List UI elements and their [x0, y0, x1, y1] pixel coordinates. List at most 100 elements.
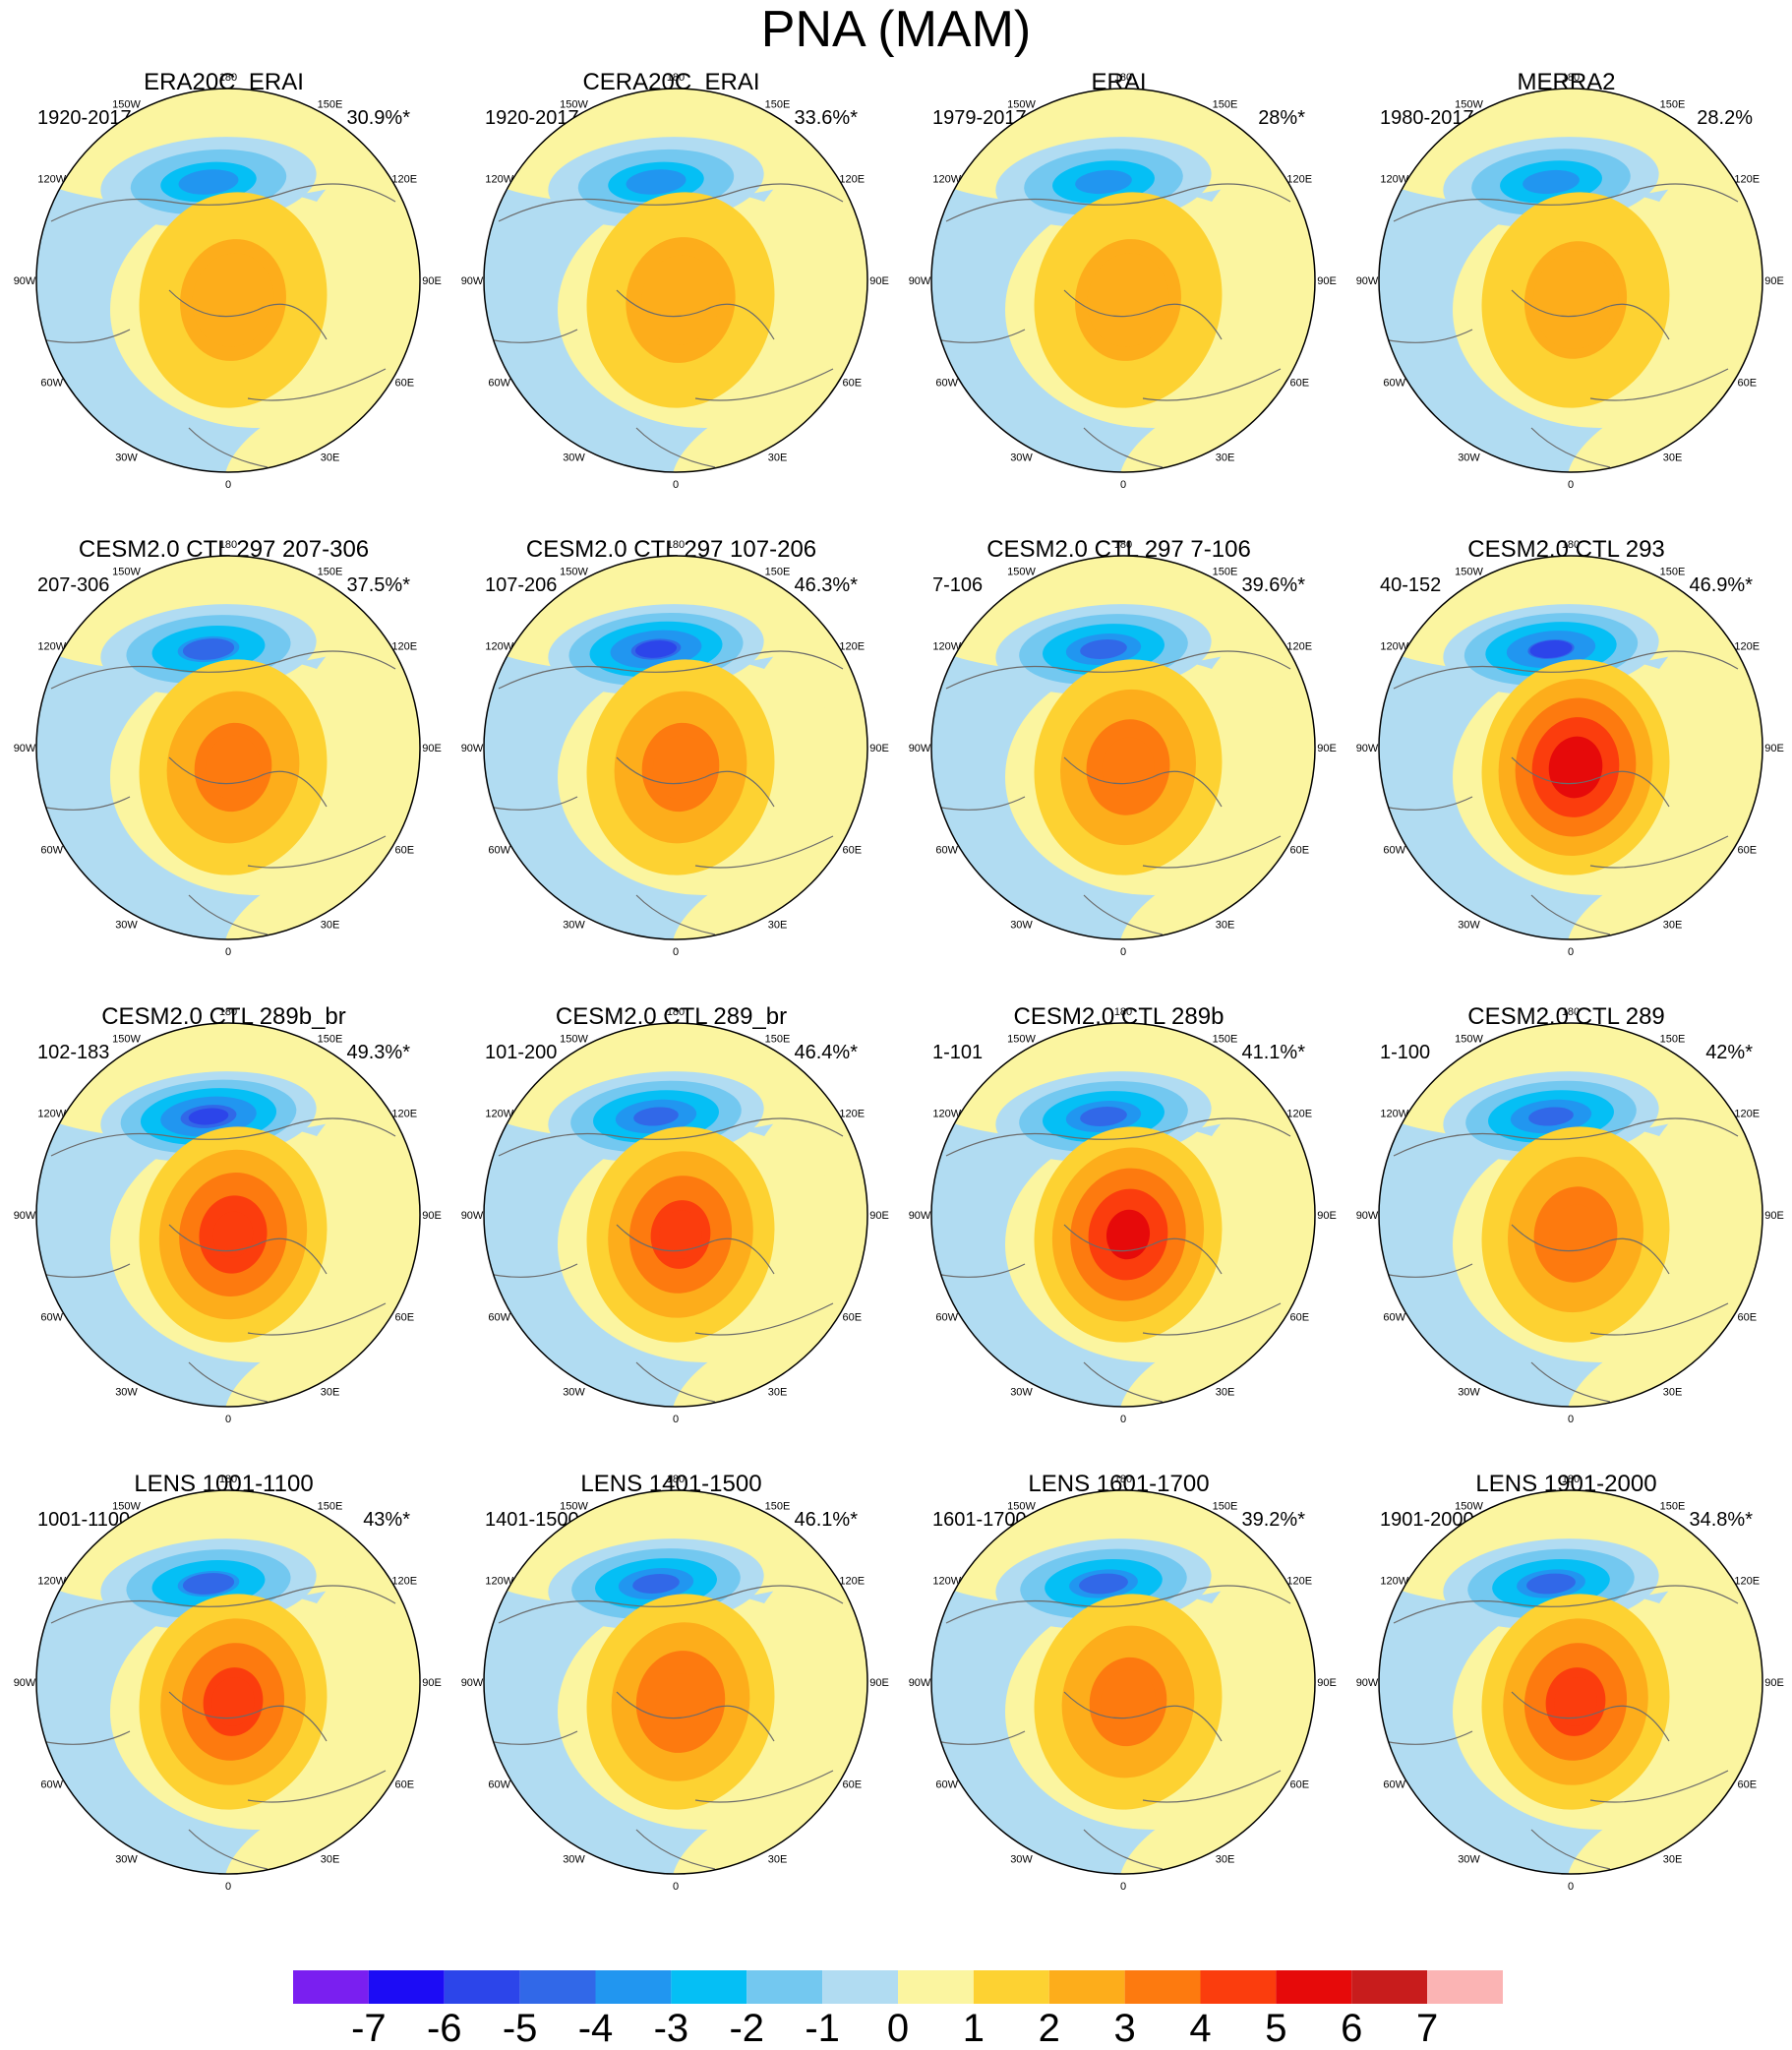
map-border — [930, 555, 1316, 940]
polar-map: 180 150E 120E 90E 60E 30E 0 30W 60W 90W 120W 150W — [461, 539, 889, 958]
longitude-label: 90W — [1356, 1210, 1379, 1222]
longitude-label: 30E — [1663, 452, 1683, 463]
colorbar-tick-label: 6 — [1341, 2007, 1363, 2050]
panel-period: 1001-1100 — [37, 1509, 131, 1531]
colorbar-swatch — [822, 1970, 898, 2004]
polar-map: 180 150E 120E 90E 60E 30E 0 30W 60W 90W 120W 150W — [461, 1474, 889, 1893]
panel-variance-percent: 46.1%* — [794, 1509, 859, 1531]
longitude-label: 90W — [461, 1210, 484, 1222]
negative-anomaly-contour — [634, 640, 678, 658]
colorbar-swatch — [973, 1970, 1049, 2004]
colorbar-tick-label: -6 — [426, 2007, 462, 2050]
positive-anomaly-contour — [1549, 1204, 1602, 1265]
longitude-label: 150E — [1213, 567, 1238, 578]
longitude-label: 120E — [839, 1576, 865, 1588]
longitude-label: 150E — [318, 1034, 343, 1046]
panel-variance-percent: 46.9%* — [1689, 574, 1754, 596]
longitude-label: 30E — [321, 1853, 340, 1865]
longitude-label: 0 — [673, 1414, 679, 1425]
longitude-label: 30E — [1216, 452, 1235, 463]
longitude-label: 60E — [394, 1312, 414, 1324]
longitude-label: 180 — [667, 1474, 685, 1485]
longitude-label: 120W — [1380, 1109, 1408, 1120]
map-panel: CESM2.0 CTL 297 207-306 207-306 37.5%* 180 1… — [0, 536, 448, 998]
colorbar-swatch — [444, 1970, 520, 2004]
polar-map: 180 150E 120E 90E 60E 30E 0 30W 60W 90W 120W 150W — [909, 1006, 1337, 1425]
map-panel: CERA20C_ERAI 1920-2017 33.6%* 180 150E 120E 90… — [448, 69, 895, 531]
longitude-label: 150W — [560, 1501, 588, 1513]
longitude-label: 150E — [1660, 567, 1686, 578]
polar-map: 180 150E 120E 90E 60E 30E 0 30W 60W 90W 120W 150W — [909, 72, 1337, 491]
positive-anomaly-contour — [1102, 737, 1155, 798]
longitude-label: 90W — [1356, 743, 1379, 754]
longitude-label: 60E — [1289, 378, 1309, 390]
panel-variance-percent: 37.5%* — [346, 574, 411, 596]
longitude-label: 30E — [321, 919, 340, 931]
longitude-label: 90W — [909, 743, 931, 754]
colorbar-tick-label: -7 — [351, 2007, 387, 2050]
colorbar-tick-label: -1 — [805, 2007, 840, 2050]
panel-variance-percent: 46.3%* — [794, 574, 859, 596]
longitude-label: 90W — [1356, 275, 1379, 287]
longitude-label: 150E — [765, 567, 791, 578]
longitude-label: 150E — [1213, 1501, 1238, 1513]
longitude-label: 150E — [318, 99, 343, 111]
colorbar-tick-label: -4 — [577, 2007, 614, 2050]
coastline — [488, 1585, 844, 1870]
negative-anomaly-contour — [1529, 640, 1573, 658]
colorbar-swatch — [1048, 1970, 1125, 2004]
coastline — [1383, 650, 1739, 935]
longitude-label: 60W — [935, 845, 958, 857]
panel-variance-percent: 33.6%* — [794, 107, 859, 129]
longitude-label: 90W — [461, 743, 484, 754]
map-border — [1378, 88, 1763, 473]
longitude-label: 180 — [1114, 1474, 1132, 1485]
longitude-label: 30E — [768, 1386, 788, 1398]
negative-anomaly-contour — [632, 1574, 680, 1594]
colorbar-tick-label: 7 — [1416, 2007, 1439, 2050]
map-border — [930, 88, 1316, 473]
map-panel: LENS 1401-1500 1401-1500 46.1%* 180 150E 120E… — [448, 1471, 895, 1933]
longitude-label: 150W — [1455, 1501, 1483, 1513]
longitude-label: 30W — [1010, 1386, 1033, 1398]
positive-anomaly-contour — [1109, 1213, 1147, 1256]
longitude-label: 150E — [318, 1501, 343, 1513]
map-panel: CESM2.0 CTL 289b_br 102-183 49.3%* 180 150E 1… — [0, 1003, 448, 1466]
longitude-label: 60W — [1383, 378, 1405, 390]
longitude-label: 150E — [1213, 99, 1238, 111]
longitude-label: 30E — [768, 1853, 788, 1865]
longitude-label: 150E — [1213, 1034, 1238, 1046]
map-panel: CESM2.0 CTL 289 1-100 42%* 180 150E 120E 90E 60… — [1343, 1003, 1790, 1466]
longitude-label: 120E — [1734, 1576, 1760, 1588]
panel-period: 1401-1500 — [485, 1509, 579, 1531]
colorbar-swatch — [1200, 1970, 1277, 2004]
map-border — [35, 88, 421, 473]
longitude-label: 0 — [673, 946, 679, 958]
longitude-label: 90E — [869, 1677, 889, 1689]
coastline — [1383, 1585, 1739, 1870]
panel-variance-percent: 30.9%* — [346, 107, 411, 129]
colorbar-tick-label: 0 — [886, 2007, 910, 2050]
longitude-label: 180 — [1562, 1006, 1580, 1018]
longitude-label: 150W — [112, 1034, 141, 1046]
longitude-label: 180 — [1562, 72, 1580, 84]
longitude-label: 0 — [225, 1414, 231, 1425]
positive-anomaly-contour — [1532, 251, 1619, 349]
map-panel: CESM2.0 CTL 293 40-152 46.9%* 180 150E 120E 90… — [1343, 536, 1790, 998]
positive-anomaly-contour — [659, 1210, 702, 1259]
coastline — [40, 650, 396, 935]
longitude-label: 150W — [1455, 567, 1483, 578]
longitude-label: 30W — [115, 452, 138, 463]
colorbar-tick-label: -3 — [653, 2007, 689, 2050]
longitude-label: 120W — [485, 1576, 513, 1588]
longitude-label: 90W — [909, 1677, 931, 1689]
map-panel: CESM2.0 CTL 289_br 101-200 46.4%* 180 150E 12… — [448, 1003, 895, 1466]
panel-period: 101-200 — [485, 1042, 558, 1063]
longitude-label: 60W — [935, 1312, 958, 1324]
longitude-label: 120W — [932, 1109, 961, 1120]
longitude-label: 180 — [219, 539, 237, 551]
longitude-label: 180 — [1562, 539, 1580, 551]
colorbar-swatch — [1276, 1970, 1352, 2004]
longitude-label: 150W — [112, 567, 141, 578]
colorbar-tick-label: 4 — [1189, 2007, 1212, 2050]
